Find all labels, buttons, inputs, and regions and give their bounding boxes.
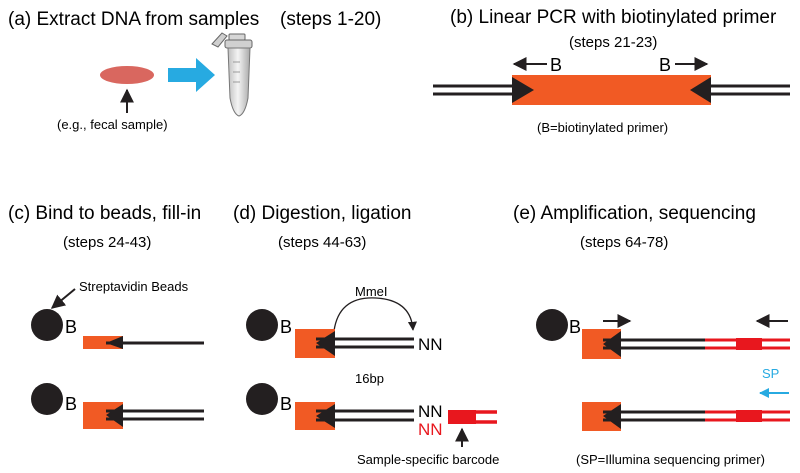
left-primer-end — [512, 77, 534, 103]
barcode-label: Sample-specific barcode — [357, 452, 499, 467]
panel-d-title: (d) Digestion, ligation — [233, 203, 411, 224]
bead-pointer-arrow — [50, 288, 76, 309]
left-primer-label: B — [550, 55, 562, 75]
overhang-label: NN — [418, 402, 443, 421]
fecal-sample — [100, 66, 154, 84]
barcode-block — [736, 410, 762, 422]
enzyme-label: MmeI — [355, 284, 388, 299]
primer-end — [603, 404, 621, 429]
primer-end — [316, 331, 335, 356]
right-primer-label: B — [659, 55, 671, 75]
panel-e-title: (e) Amplification, sequencing — [513, 203, 756, 224]
primer-end — [603, 331, 621, 357]
panel-c-steps: (steps 24-43) — [63, 234, 151, 251]
biotin-label: B — [569, 317, 581, 337]
biotin-label: B — [65, 317, 77, 337]
panel-b-steps: (steps 21-23) — [569, 34, 657, 51]
barcode-adapter — [448, 410, 497, 424]
right-primer-end — [690, 77, 711, 103]
bead — [31, 383, 63, 415]
panel-a-steps: (steps 1-20) — [280, 9, 381, 30]
overhang-label: NN — [418, 335, 443, 354]
panel-d-steps: (steps 44-63) — [278, 234, 366, 251]
panel-b: (b) Linear PCR with biotinylated primer … — [433, 7, 790, 135]
pcr-product — [512, 75, 711, 105]
microtube-icon — [211, 32, 253, 117]
panel-a-title: (a) Extract DNA from samples — [8, 9, 259, 30]
cut-site-arrow — [333, 297, 417, 332]
bead — [536, 309, 568, 341]
sp-label: SP — [762, 366, 779, 381]
panel-a: (a) Extract DNA from samples (steps 1-20… — [8, 9, 381, 132]
process-arrow — [168, 58, 215, 92]
sample-label: (e.g., fecal sample) — [57, 117, 168, 132]
bead — [31, 309, 63, 341]
barcode-overhang-label: NN — [418, 420, 443, 439]
panel-b-title: (b) Linear PCR with biotinylated primer — [450, 7, 777, 28]
bead — [246, 383, 278, 415]
panel-d: (d) Digestion, ligation (steps 44-63) Mm… — [233, 203, 499, 467]
panel-e: (e) Amplification, sequencing (steps 64-… — [513, 203, 790, 467]
panel-c: (c) Bind to beads, fill-in (steps 24-43)… — [8, 203, 204, 429]
pcr-dna-duplex — [433, 75, 790, 105]
biotin-label: B — [65, 394, 77, 414]
length-label: 16bp — [355, 371, 384, 386]
panel-c-title: (c) Bind to beads, fill-in — [8, 203, 201, 224]
bead — [246, 309, 278, 341]
panel-e-note: (SP=Illumina sequencing primer) — [576, 452, 765, 467]
biotin-label: B — [280, 394, 292, 414]
barcode-block — [736, 338, 762, 350]
bead-label: Streptavidin Beads — [79, 279, 189, 294]
primer-fragment — [83, 336, 123, 349]
panel-b-note: (B=biotinylated primer) — [537, 120, 668, 135]
panel-e-steps: (steps 64-78) — [580, 234, 668, 251]
biotin-label: B — [280, 317, 292, 337]
